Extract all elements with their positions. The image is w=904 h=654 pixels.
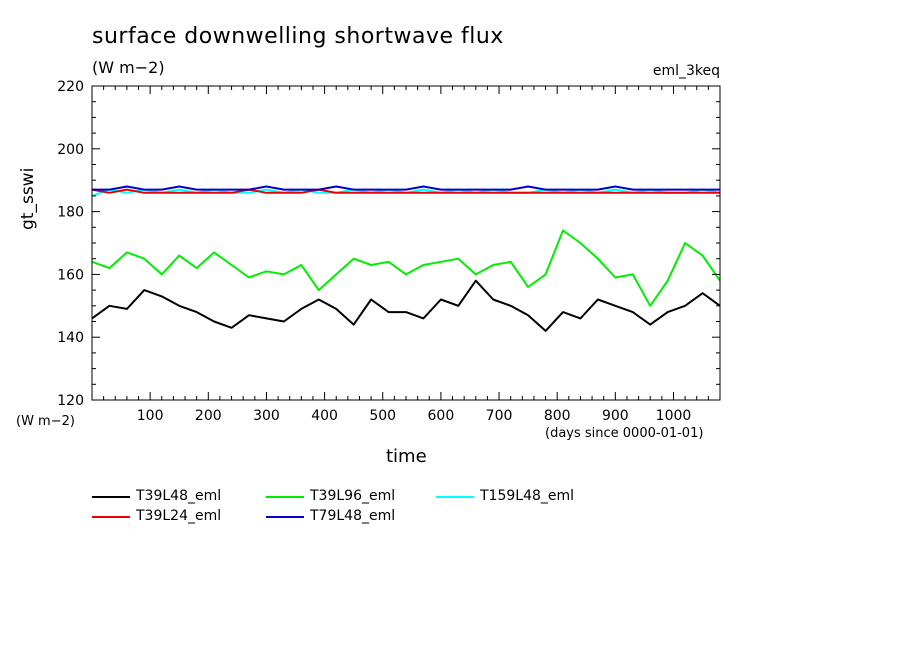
x-tick-label: 700 — [486, 408, 513, 424]
x-tick-label: 200 — [195, 408, 222, 424]
y-tick-label: 180 — [57, 205, 84, 221]
legend-label: T39L48_eml — [136, 488, 222, 504]
y-tick-label: 160 — [57, 267, 84, 283]
x-axis-units: (days since 0000-01-01) — [545, 426, 704, 441]
series-line-T39L48_eml — [91, 279, 721, 332]
legend-label: T39L24_eml — [136, 508, 222, 524]
chart-title: surface downwelling shortwave flux — [92, 24, 504, 49]
y-tick-label: 140 — [57, 330, 84, 346]
x-axis-label: time — [386, 446, 427, 467]
x-tick-label: 400 — [311, 408, 338, 424]
x-tick-label: 900 — [602, 408, 629, 424]
legend-label: T79L48_eml — [310, 508, 396, 524]
series-line-T79L48_eml — [92, 185, 720, 191]
x-tick-label: 100 — [137, 408, 164, 424]
legend-swatch — [266, 496, 304, 498]
ticks-layer: 100 200 300 400 500 600 700 800 900 1000 120 140 160… — [57, 79, 720, 424]
x-tick-label: 300 — [253, 408, 280, 424]
x-tick-label: 600 — [428, 408, 455, 424]
y-tick-label: 200 — [57, 142, 84, 158]
x-tick-label: 1000 — [656, 408, 692, 424]
legend-swatch — [436, 496, 474, 498]
series-line-T39L24_eml — [91, 188, 720, 194]
experiment-tag: eml_3keq — [652, 63, 720, 79]
chart-units: (W m−2) — [92, 58, 165, 77]
legend-swatch — [92, 496, 130, 498]
y-tick-label: 120 — [57, 393, 84, 409]
plot-frame — [91, 85, 721, 401]
series-line-T39L96_eml — [91, 229, 721, 307]
x-tick-label: 800 — [544, 408, 571, 424]
x-tick-label: 500 — [369, 408, 396, 424]
legend-swatch — [92, 516, 130, 518]
legend-label: T159L48_eml — [480, 488, 575, 504]
y-tick-label: 220 — [57, 79, 84, 95]
legend-label: T39L96_eml — [310, 488, 396, 504]
series-layer — [91, 185, 721, 332]
legend-swatch — [266, 516, 304, 518]
y-axis-units: (W m−2) — [16, 414, 75, 429]
